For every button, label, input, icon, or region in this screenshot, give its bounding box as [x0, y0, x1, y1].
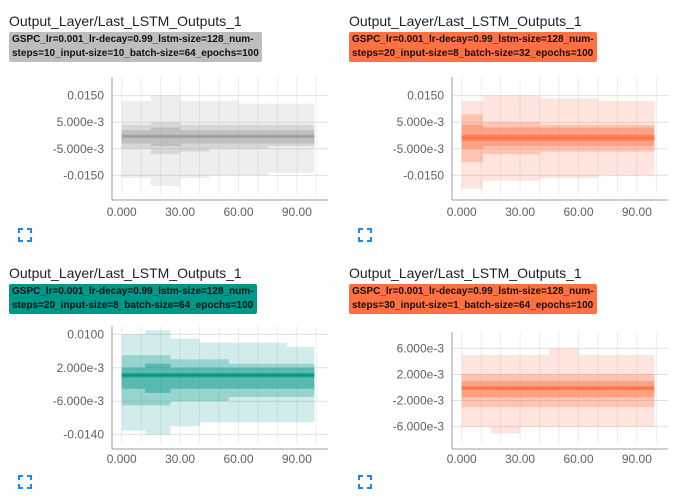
x-tick-label: 90.00: [282, 205, 312, 219]
x-tick-label: 30.00: [505, 205, 535, 219]
x-tick-label: 60.00: [563, 205, 593, 219]
distribution-band: [121, 95, 315, 186]
x-tick-label: 30.00: [165, 205, 195, 219]
x-tick-label: 0.000: [447, 205, 477, 219]
histogram-chart[interactable]: 6.000e-3 2.000e-3 -2.000e-3 -6.000e-3 0.000 3…: [340, 252, 680, 477]
distribution-band: [461, 348, 655, 434]
chart-card: Output_Layer/Last_LSTM_Outputs_1 GSPC_lr…: [340, 0, 680, 245]
y-tick-label: 5.000e-3: [397, 115, 445, 129]
y-tick-label: -6.000e-3: [393, 420, 445, 434]
chart-card: Output_Layer/Last_LSTM_Outputs_1 GSPC_lr…: [340, 252, 680, 497]
y-tick-label: -0.0150: [63, 168, 104, 182]
y-tick-label: -5.000e-3: [53, 142, 105, 156]
x-tick-label: 60.00: [563, 452, 593, 466]
run-label-line: GSPC_lr=0.001_lr-decay=0.99_lstm-size=12…: [352, 286, 594, 297]
run-label-line: steps=10_input-size=10_batch-size=64_epo…: [12, 48, 259, 59]
y-tick-label: -2.000e-3: [393, 394, 445, 408]
x-tick-label: 30.00: [505, 452, 535, 466]
distribution-band: [121, 330, 315, 435]
x-tick-label: 90.00: [282, 452, 312, 466]
x-tick-label: 0.000: [107, 452, 137, 466]
run-label-line: GSPC_lr=0.001_lr-decay=0.99_lstm-size=12…: [12, 34, 254, 45]
y-tick-label: 2.000e-3: [57, 361, 105, 375]
run-label-line: GSPC_lr=0.001_lr-decay=0.99_lstm-size=12…: [12, 286, 254, 297]
fullscreen-icon[interactable]: [18, 475, 32, 489]
run-label-line: GSPC_lr=0.001_lr-decay=0.99_lstm-size=12…: [352, 34, 594, 45]
y-tick-label: 6.000e-3: [397, 341, 445, 355]
y-tick-label: -5.000e-3: [393, 142, 445, 156]
x-tick-label: 90.00: [622, 452, 652, 466]
chart-title: Output_Layer/Last_LSTM_Outputs_1: [349, 13, 582, 29]
y-tick-label: 2.000e-3: [397, 367, 445, 381]
run-label-line: steps=20_input-size=8_batch-size=64_epoc…: [12, 300, 254, 311]
distribution-band: [461, 374, 655, 408]
fullscreen-icon[interactable]: [358, 475, 372, 489]
distribution-band: [461, 95, 655, 189]
chart-card: Output_Layer/Last_LSTM_Outputs_1 GSPC_lr…: [0, 252, 340, 497]
distribution-band: [121, 363, 315, 393]
fullscreen-icon[interactable]: [18, 228, 32, 242]
chart-title: Output_Layer/Last_LSTM_Outputs_1: [9, 265, 242, 281]
chart-title: Output_Layer/Last_LSTM_Outputs_1: [349, 265, 582, 281]
y-tick-label: -6.000e-3: [53, 394, 105, 408]
x-tick-label: 60.00: [223, 205, 253, 219]
fullscreen-icon[interactable]: [358, 228, 372, 242]
histogram-chart[interactable]: 0.0150 5.000e-3 -5.000e-3 -0.0150 0.000 30.00…: [0, 0, 340, 225]
run-label-line: steps=30_input-size=1_batch-size=64_epoc…: [352, 300, 594, 311]
y-tick-label: -0.0140: [63, 428, 104, 442]
x-tick-label: 90.00: [622, 205, 652, 219]
y-tick-label: 0.0150: [67, 89, 104, 103]
x-tick-label: 0.000: [447, 452, 477, 466]
x-tick-label: 60.00: [223, 452, 253, 466]
run-label-line: steps=20_input-size=8_batch-size=32_epoc…: [352, 48, 594, 59]
y-tick-label: 0.0100: [67, 327, 104, 341]
run-label-badge: GSPC_lr=0.001_lr-decay=0.99_lstm-size=12…: [349, 284, 597, 314]
chart-title: Output_Layer/Last_LSTM_Outputs_1: [9, 13, 242, 29]
y-tick-label: 5.000e-3: [57, 115, 105, 129]
y-tick-label: 0.0150: [407, 89, 444, 103]
histogram-chart[interactable]: 0.0150 5.000e-3 -5.000e-3 -0.0150 0.000 30.00…: [340, 0, 680, 225]
chart-card: Output_Layer/Last_LSTM_Outputs_1 GSPC_lr…: [0, 0, 340, 245]
run-label-badge: GSPC_lr=0.001_lr-decay=0.99_lstm-size=12…: [9, 32, 262, 62]
run-label-badge: GSPC_lr=0.001_lr-decay=0.99_lstm-size=12…: [9, 284, 257, 314]
run-label-badge: GSPC_lr=0.001_lr-decay=0.99_lstm-size=12…: [349, 32, 597, 62]
y-tick-label: -0.0150: [403, 168, 444, 182]
x-tick-label: 30.00: [165, 452, 195, 466]
distribution-band: [121, 355, 315, 406]
x-tick-label: 0.000: [107, 205, 137, 219]
